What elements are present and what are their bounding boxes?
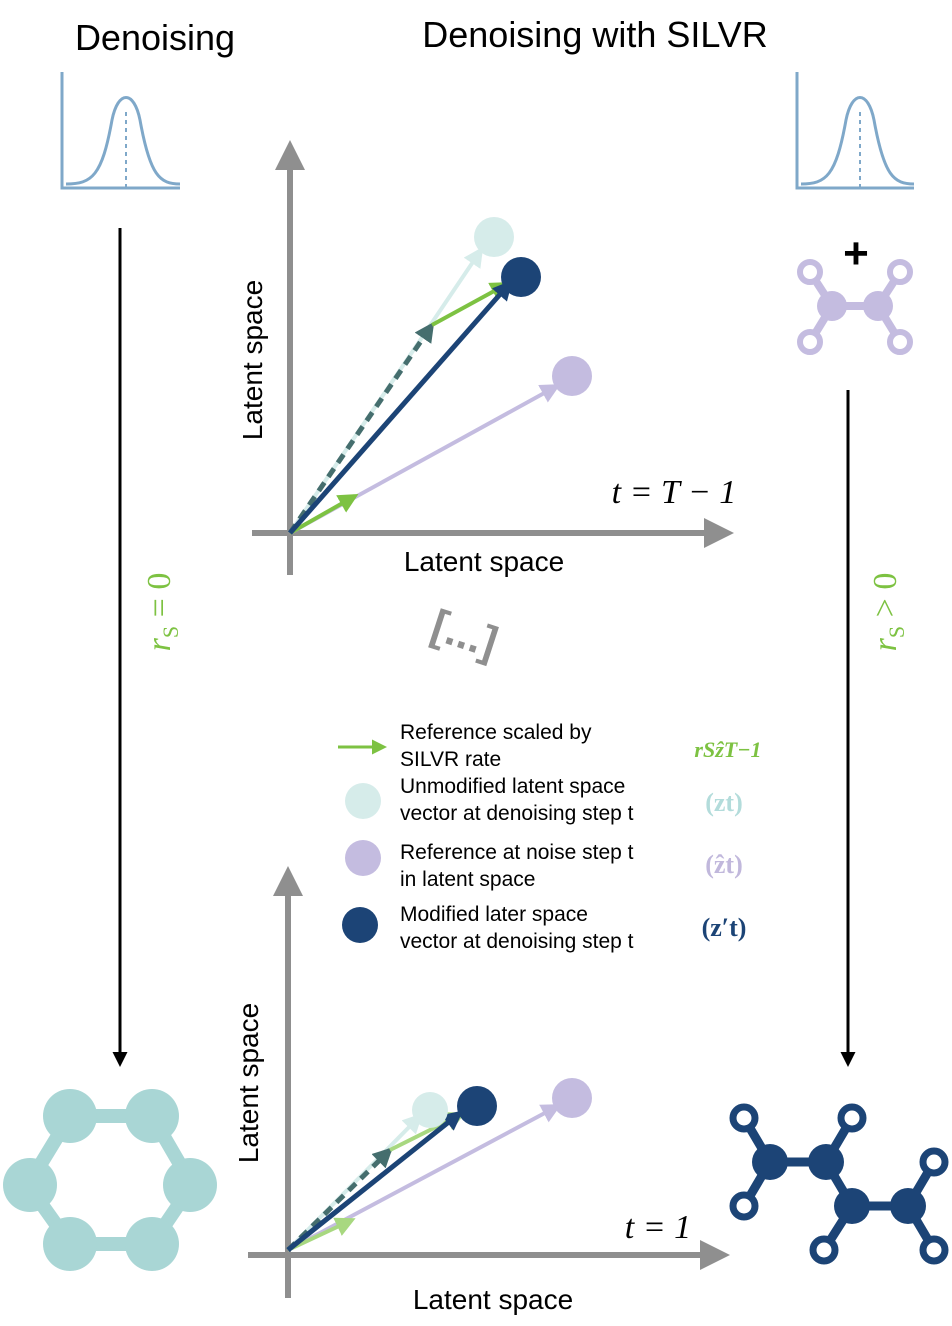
left-title: Denoising bbox=[75, 17, 235, 58]
top-time-label: t = T − 1 bbox=[612, 474, 737, 511]
bottom-scaled-reference-vector bbox=[287, 1217, 356, 1252]
top-modified-vector bbox=[288, 279, 513, 535]
legend-item-1-line-2: SILVR rate bbox=[400, 748, 501, 771]
legend-reference-swatch bbox=[345, 840, 381, 876]
bottom-unmodified-point bbox=[412, 1092, 448, 1128]
bottom-reference-point bbox=[552, 1078, 592, 1118]
guided-output-molecule-icon bbox=[729, 1103, 949, 1265]
top-reference-point bbox=[552, 356, 592, 396]
legend: Reference scaled by SILVR rate rSẑT−1 Un… bbox=[338, 721, 762, 953]
reference-molecule-icon bbox=[797, 259, 913, 355]
bottom-xlabel: Latent space bbox=[413, 1284, 573, 1315]
right-title: Denoising with SILVR bbox=[422, 14, 768, 55]
bottom-time-label: t = 1 bbox=[625, 1209, 691, 1246]
legend-item-2-line-2: vector at denoising step t bbox=[400, 802, 634, 825]
bottom-ylabel: Latent space bbox=[233, 1003, 264, 1163]
bottom-modified-point bbox=[457, 1086, 497, 1126]
legend-item-3-line-2: in latent space bbox=[400, 868, 535, 891]
legend-item-2-line-1: Unmodified latent space bbox=[400, 775, 625, 798]
plus-sign: + bbox=[843, 229, 869, 278]
unguided-output-molecule-icon bbox=[3, 1089, 217, 1271]
left-distribution-icon bbox=[60, 72, 181, 190]
ellipsis-indicator: [...] bbox=[426, 601, 504, 668]
top-modified-point bbox=[501, 257, 541, 297]
legend-item-2-symbol: (zt) bbox=[705, 788, 743, 817]
bottom-reference-vector bbox=[287, 1104, 562, 1252]
top-ylabel: Latent space bbox=[237, 280, 268, 440]
bottom-plot: Latent space Latent space t = 1 bbox=[233, 866, 730, 1315]
legend-item-4-symbol: (z′t) bbox=[702, 913, 747, 942]
top-unmodified-point bbox=[474, 217, 514, 257]
top-plot: Latent space Latent space t = T − 1 bbox=[237, 140, 737, 577]
top-scaled-reference-vector bbox=[289, 494, 359, 535]
legend-unmodified-swatch bbox=[345, 783, 381, 819]
left-rate-label: rS = 0 bbox=[141, 573, 183, 652]
right-distribution-icon bbox=[795, 72, 915, 190]
top-dashed-vector bbox=[287, 321, 435, 535]
legend-item-3-symbol: (ẑt) bbox=[705, 850, 743, 879]
legend-item-1-line-1: Reference scaled by bbox=[400, 721, 592, 744]
legend-item-4-line-1: Modified later space bbox=[400, 903, 588, 926]
bottom-modified-vector bbox=[286, 1110, 464, 1252]
legend-item-4-line-2: vector at denoising step t bbox=[400, 930, 634, 953]
legend-modified-swatch bbox=[342, 907, 378, 943]
legend-item-3-line-1: Reference at noise step t bbox=[400, 841, 634, 864]
top-xlabel: Latent space bbox=[404, 546, 564, 577]
legend-item-1-symbol: rSẑT−1 bbox=[694, 737, 761, 762]
right-rate-label: rS > 0 bbox=[867, 573, 909, 652]
